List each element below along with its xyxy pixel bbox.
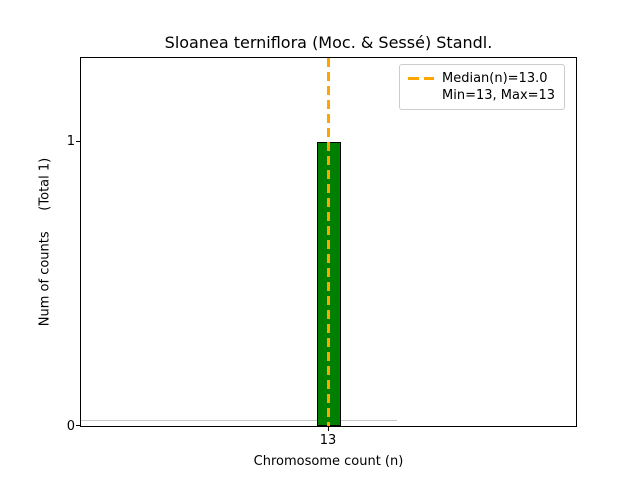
zero-count-baseline (81, 420, 397, 421)
ytick-mark-1 (76, 141, 80, 143)
x-axis-label: Chromosome count (n) (253, 454, 404, 469)
legend-label-median: Median(n)=13.0 (442, 71, 548, 86)
ytick-label-0: 0 (66, 419, 75, 434)
legend: Median(n)=13.0 Min=13, Max=13 (399, 64, 565, 110)
ytick-label-1: 1 (66, 134, 75, 149)
legend-entry-median: Median(n)=13.0 (408, 70, 556, 87)
y-axis-label: Num of counts (Total 1) (37, 157, 53, 327)
xtick-mark-13 (328, 427, 330, 431)
chart-title: Sloanea terniflora (Moc. & Sessé) Standl… (164, 33, 493, 52)
dashed-line-icon (408, 77, 434, 80)
xtick-label-13: 13 (319, 433, 337, 448)
legend-label-minmax: Min=13, Max=13 (442, 88, 556, 103)
median-dashed-line (327, 58, 330, 426)
plot-area: Median(n)=13.0 Min=13, Max=13 (80, 57, 577, 427)
ytick-mark-0 (76, 425, 80, 427)
